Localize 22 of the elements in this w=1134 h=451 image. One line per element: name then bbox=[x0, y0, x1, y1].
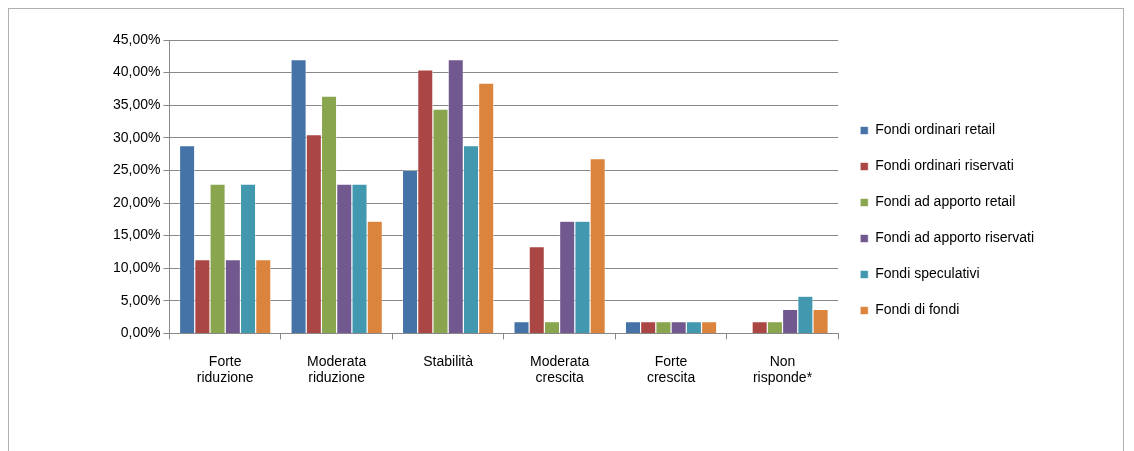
y-tick-label: 35,00% bbox=[113, 96, 161, 113]
x-tick-label: Moderata crescita bbox=[530, 352, 590, 386]
legend-label: Fondi ad apporto retail bbox=[875, 193, 1016, 210]
y-tick-label: 20,00% bbox=[113, 193, 161, 210]
x-tick-label: Stabilità bbox=[423, 352, 474, 369]
y-tick-label: 25,00% bbox=[113, 161, 161, 178]
y-tick-label: 45,00% bbox=[113, 30, 161, 47]
y-tick-label: 5,00% bbox=[120, 291, 161, 308]
x-tick-label: Forte crescita bbox=[646, 352, 696, 386]
y-tick-label: 15,00% bbox=[113, 226, 161, 243]
y-tick-label: 40,00% bbox=[113, 63, 161, 80]
y-tick-label: 10,00% bbox=[113, 259, 161, 276]
y-tick-label: 30,00% bbox=[113, 128, 161, 145]
x-tick-label: Forte riduzione bbox=[196, 352, 254, 386]
y-tick-label: 0,00% bbox=[120, 324, 161, 341]
legend-label: Fondi ordinari riservati bbox=[875, 157, 1014, 174]
legend-label: Fondi ordinari retail bbox=[875, 121, 996, 138]
x-tick-label: Non risponde* bbox=[752, 352, 813, 386]
legend-label: Fondi ad apporto riservati bbox=[875, 229, 1035, 246]
x-tick-label: Moderata riduzione bbox=[307, 352, 367, 386]
legend-label: Fondi di fondi bbox=[875, 301, 960, 318]
legend-label: Fondi speculativi bbox=[875, 265, 980, 282]
